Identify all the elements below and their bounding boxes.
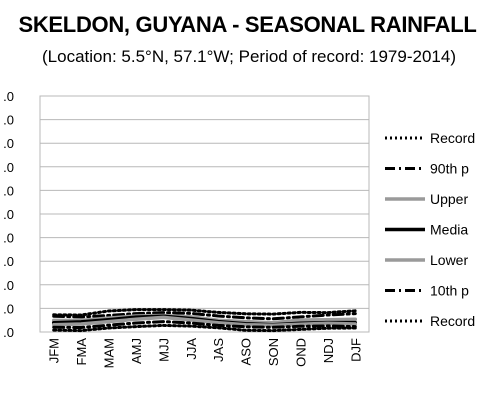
- x-tick-label: JJA: [184, 338, 199, 360]
- series-line: [52, 311, 357, 321]
- x-tick-label: JFM: [47, 338, 62, 363]
- legend-label: Record: [430, 313, 475, 329]
- x-tick-label: OND: [293, 338, 308, 367]
- y-tick-label: .0: [3, 278, 14, 293]
- x-tick-label: AMJ: [129, 338, 144, 364]
- legend-label: Lower: [430, 252, 468, 268]
- series-line: [52, 320, 357, 329]
- legend-label: Media: [430, 222, 468, 238]
- y-tick-label: .0: [3, 113, 14, 128]
- legend-label: 90th p: [430, 161, 469, 177]
- x-tick-label: JAS: [211, 338, 226, 362]
- series-line: [52, 308, 357, 317]
- chart-subtitle: (Location: 5.5°N, 57.1°W; Period of reco…: [42, 47, 456, 66]
- x-tick-label: DJF: [348, 338, 363, 362]
- x-tick-label: SON: [266, 338, 281, 366]
- legend-label: 10th p: [430, 283, 469, 299]
- legend-label: Upper: [430, 191, 468, 207]
- y-tick-label: .0: [3, 207, 14, 222]
- y-tick-label: .0: [3, 183, 14, 198]
- y-tick-label: .0: [3, 254, 14, 269]
- y-tick-label: .0: [3, 89, 14, 104]
- y-tick-label: .0: [3, 136, 14, 151]
- x-tick-label: FMA: [74, 338, 89, 366]
- y-tick-label: .0: [3, 325, 14, 340]
- y-tick-label: .0: [3, 231, 14, 246]
- series-line: [52, 323, 357, 333]
- x-tick-label: NDJ: [321, 338, 336, 363]
- y-tick-label: .0: [3, 160, 14, 175]
- chart-title: SKELDON, GUYANA - SEASONAL RAINFALL: [18, 12, 477, 37]
- plot-area: [39, 95, 370, 333]
- y-tick-label: .0: [3, 301, 14, 316]
- legend-label: Record: [430, 130, 475, 146]
- x-tick-label: ASO: [239, 338, 254, 365]
- series-line: [51, 315, 358, 327]
- x-tick-label: MAM: [102, 338, 117, 368]
- x-tick-label: MJJ: [156, 338, 171, 362]
